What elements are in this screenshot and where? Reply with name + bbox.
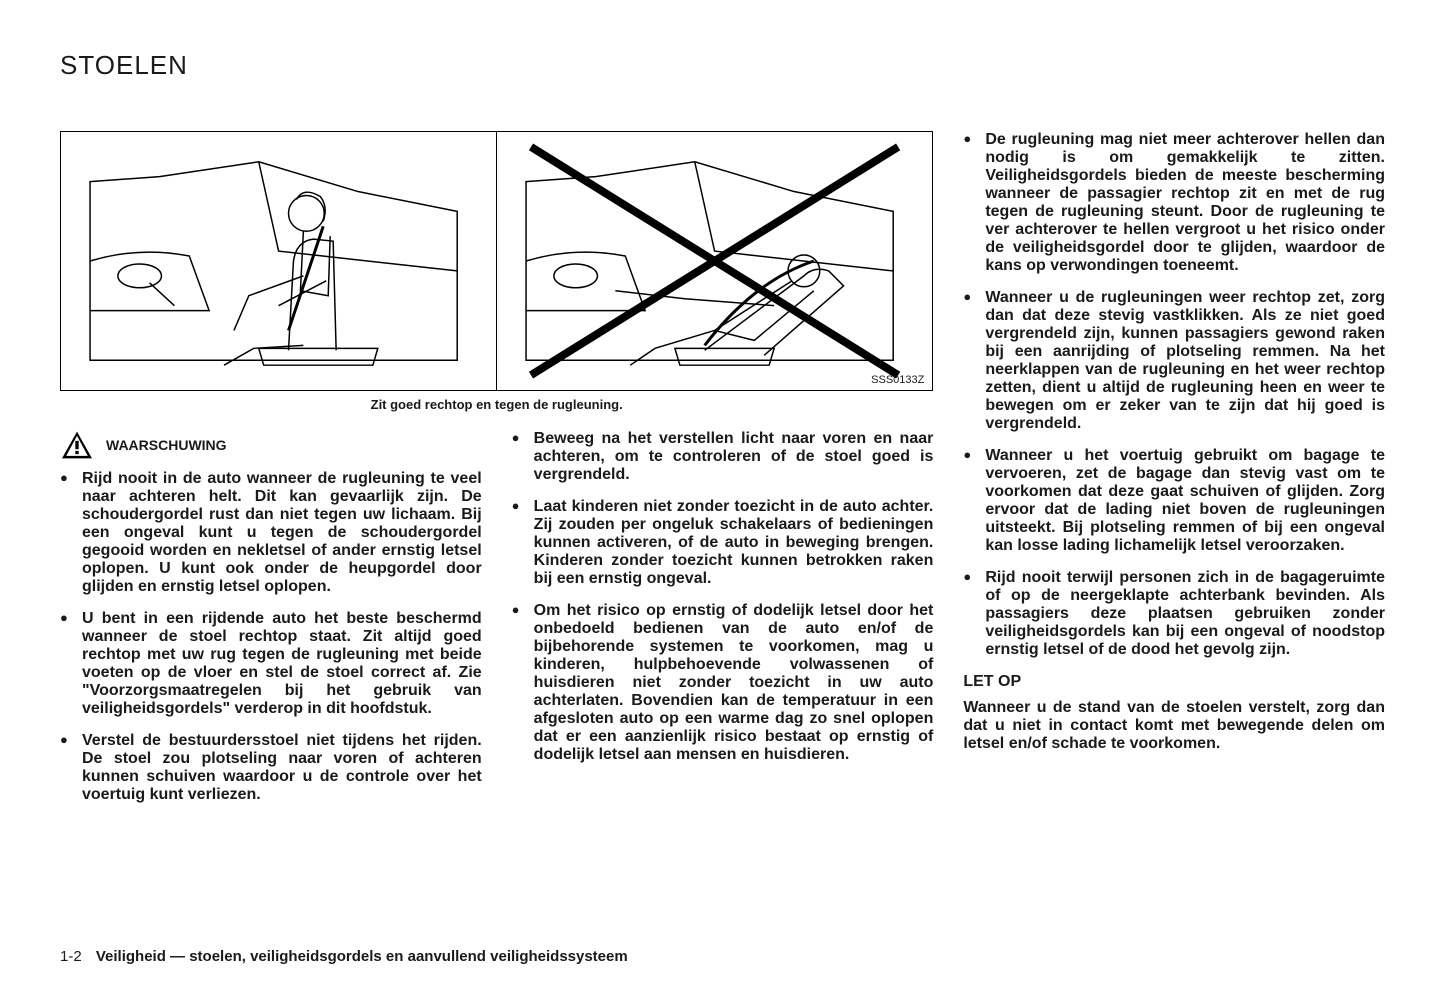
figure-correct-posture xyxy=(61,132,497,390)
caution-body: Wanneer u de stand van de stoelen verste… xyxy=(963,699,1385,753)
figure-caption: Zit goed rechtop en tegen de rugleuning. xyxy=(60,397,933,412)
bullet-item: Laat kinderen niet zonder toezicht in de… xyxy=(512,498,934,588)
figure-and-col1-col2: SSS0133Z Zit goed rechtop en tegen de ru… xyxy=(60,131,933,818)
figure-incorrect-posture: SSS0133Z xyxy=(497,132,932,390)
bullet-item: De rugleuning mag niet meer achterover h… xyxy=(963,131,1385,275)
column-2: Beweeg na het verstellen licht naar vore… xyxy=(512,430,934,818)
column-3: De rugleuning mag niet meer achterover h… xyxy=(963,131,1385,818)
column-1: WAARSCHUWING Rijd nooit in de auto wanne… xyxy=(60,430,482,818)
bullet-item: U bent in een rijdende auto het beste be… xyxy=(60,610,482,718)
figure-code-label: SSS0133Z xyxy=(871,374,924,386)
bullet-list-col2: Beweeg na het verstellen licht naar vore… xyxy=(512,430,934,764)
page-number: 1-2 xyxy=(60,948,82,965)
bullet-item: Verstel de bestuurdersstoel niet tijdens… xyxy=(60,732,482,804)
bullet-item: Beweeg na het verstellen licht naar vore… xyxy=(512,430,934,484)
page-footer: 1-2 Veiligheid — stoelen, veiligheidsgor… xyxy=(60,948,628,965)
lower-two-columns: WAARSCHUWING Rijd nooit in de auto wanne… xyxy=(60,430,933,818)
caution-heading: LET OP xyxy=(963,673,1385,691)
seat-upright-illustration xyxy=(61,132,496,390)
bullet-item: Wanneer u de rugleuningen weer rechtop z… xyxy=(963,289,1385,433)
page-title: STOELEN xyxy=(60,50,1385,81)
warning-header: WAARSCHUWING xyxy=(60,430,482,460)
bullet-item: Rijd nooit terwijl personen zich in de b… xyxy=(963,569,1385,659)
chapter-title: Veiligheid — stoelen, veiligheidsgordels… xyxy=(96,948,628,965)
warning-heading-text: WAARSCHUWING xyxy=(106,437,227,453)
bullet-item: Rijd nooit in de auto wanneer de rugleun… xyxy=(60,470,482,596)
bullet-list-col3: De rugleuning mag niet meer achterover h… xyxy=(963,131,1385,659)
figure-container: SSS0133Z xyxy=(60,131,933,391)
seat-reclined-crossed-illustration xyxy=(497,132,932,390)
bullet-list-col1: Rijd nooit in de auto wanneer de rugleun… xyxy=(60,470,482,804)
bullet-item: Om het risico op ernstig of dodelijk let… xyxy=(512,602,934,764)
content-grid: SSS0133Z Zit goed rechtop en tegen de ru… xyxy=(60,131,1385,818)
bullet-item: Wanneer u het voertuig gebruikt om bagag… xyxy=(963,447,1385,555)
warning-triangle-icon xyxy=(60,430,94,460)
